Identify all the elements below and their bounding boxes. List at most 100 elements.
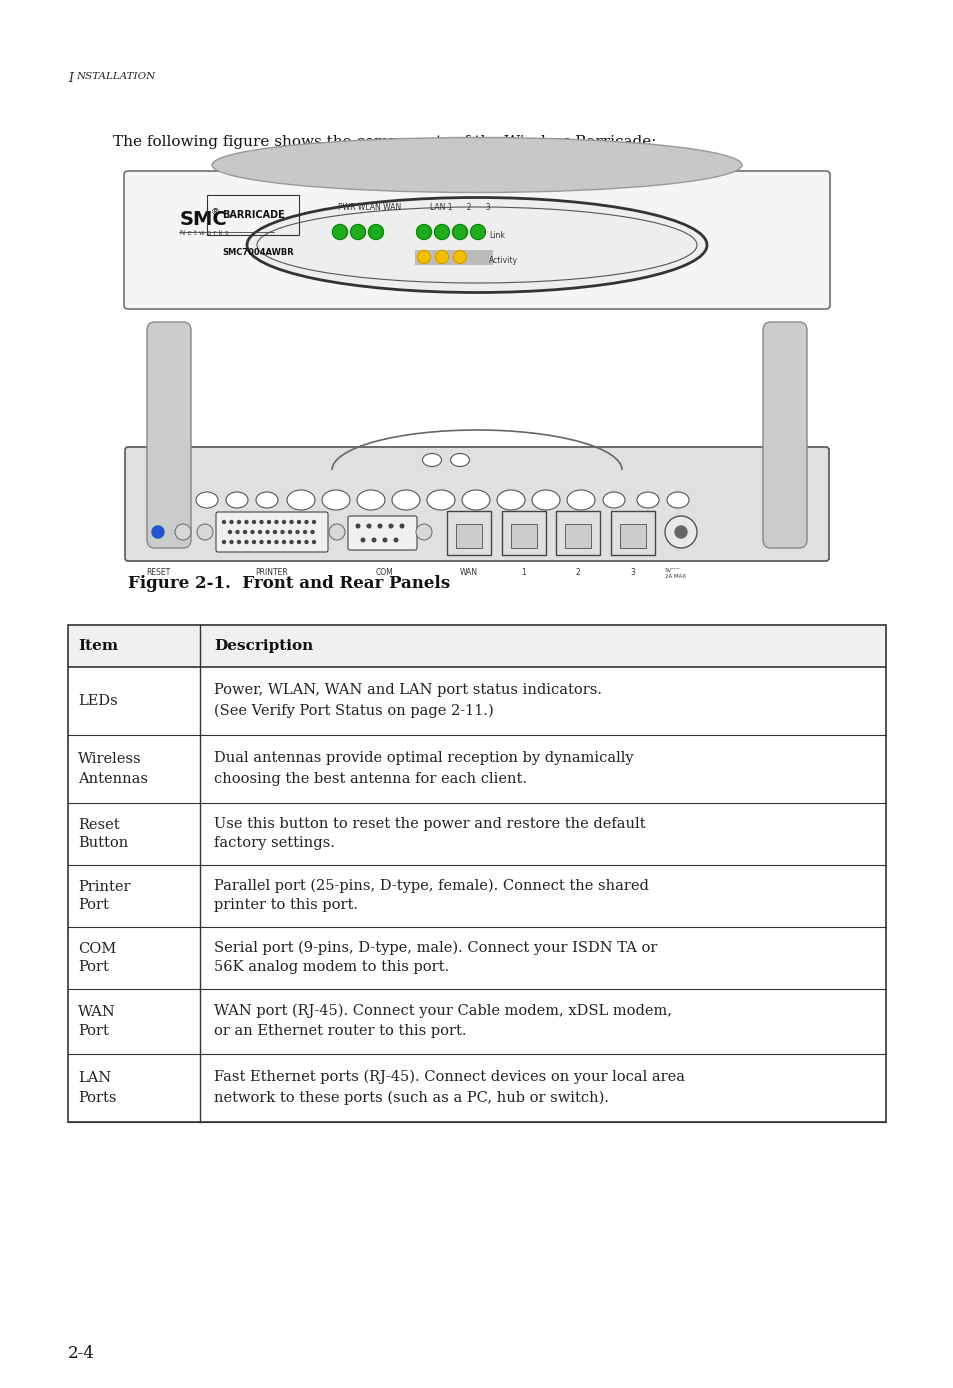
Ellipse shape: [322, 490, 350, 509]
Circle shape: [251, 530, 253, 533]
Ellipse shape: [195, 491, 218, 508]
Circle shape: [274, 530, 276, 533]
Circle shape: [664, 516, 697, 548]
Circle shape: [416, 225, 431, 240]
Text: printer to this port.: printer to this port.: [213, 898, 357, 912]
Circle shape: [282, 520, 285, 523]
Circle shape: [266, 530, 269, 533]
Circle shape: [453, 250, 466, 264]
Text: LAN: LAN: [78, 1072, 112, 1085]
Text: BARRICADE: BARRICADE: [222, 210, 284, 221]
Circle shape: [305, 540, 308, 544]
FancyBboxPatch shape: [124, 171, 829, 310]
Ellipse shape: [450, 454, 469, 466]
Text: (See Verify Port Status on page 2-11.): (See Verify Port Status on page 2-11.): [213, 704, 494, 719]
FancyBboxPatch shape: [125, 447, 828, 561]
Text: factory settings.: factory settings.: [213, 837, 335, 851]
Bar: [456, 525, 481, 548]
Circle shape: [253, 540, 255, 544]
Ellipse shape: [255, 491, 277, 508]
Ellipse shape: [247, 197, 706, 293]
Ellipse shape: [602, 491, 624, 508]
Ellipse shape: [356, 490, 385, 509]
Bar: [610, 511, 655, 555]
Bar: [68, 625, 885, 1122]
Circle shape: [237, 540, 240, 544]
Text: Parallel port (25-pins, D-type, female). Connect the shared: Parallel port (25-pins, D-type, female).…: [213, 879, 648, 894]
Text: Serial port (9-pins, D-type, male). Connect your ISDN TA or: Serial port (9-pins, D-type, male). Conn…: [213, 941, 657, 955]
Circle shape: [311, 530, 314, 533]
Text: Description: Description: [213, 638, 313, 652]
Bar: [564, 525, 590, 548]
Text: WAN: WAN: [78, 1005, 115, 1019]
Text: 3: 3: [630, 568, 635, 577]
Circle shape: [389, 525, 393, 527]
Text: Item: Item: [78, 638, 118, 652]
Text: LEDs: LEDs: [78, 694, 117, 708]
Text: Activity: Activity: [489, 255, 517, 265]
Circle shape: [367, 525, 371, 527]
Bar: [415, 250, 493, 265]
Circle shape: [303, 530, 306, 533]
Text: Button: Button: [78, 837, 128, 851]
Text: SMC: SMC: [180, 210, 228, 229]
Circle shape: [260, 520, 263, 523]
Ellipse shape: [392, 490, 419, 509]
Text: Dual antennas provide optimal reception by dynamically: Dual antennas provide optimal reception …: [213, 751, 633, 765]
Circle shape: [295, 530, 298, 533]
Ellipse shape: [461, 490, 490, 509]
Circle shape: [368, 225, 383, 240]
Text: Power, WLAN, WAN and LAN port status indicators.: Power, WLAN, WAN and LAN port status ind…: [213, 683, 601, 697]
Circle shape: [243, 530, 246, 533]
Circle shape: [452, 225, 467, 240]
Circle shape: [245, 520, 248, 523]
Text: Figure 2-1.  Front and Rear Panels: Figure 2-1. Front and Rear Panels: [128, 575, 450, 593]
Text: WAN port (RJ-45). Connect your Cable modem, xDSL modem,: WAN port (RJ-45). Connect your Cable mod…: [213, 1004, 671, 1019]
Circle shape: [152, 526, 164, 539]
Circle shape: [297, 520, 300, 523]
Circle shape: [333, 225, 347, 240]
Circle shape: [245, 540, 248, 544]
FancyBboxPatch shape: [762, 322, 806, 548]
Circle shape: [329, 525, 345, 540]
Text: Port: Port: [78, 960, 109, 974]
Circle shape: [196, 525, 213, 540]
Circle shape: [372, 539, 375, 541]
Circle shape: [313, 520, 315, 523]
Bar: [447, 511, 491, 555]
Circle shape: [416, 525, 432, 540]
Text: The following figure shows the components of the Wireless Barricade:: The following figure shows the component…: [112, 135, 656, 149]
Circle shape: [313, 540, 315, 544]
Circle shape: [174, 525, 191, 540]
Text: network to these ports (such as a PC, hub or switch).: network to these ports (such as a PC, hu…: [213, 1091, 608, 1105]
Circle shape: [274, 520, 277, 523]
Bar: [511, 525, 537, 548]
Circle shape: [290, 540, 293, 544]
Circle shape: [350, 225, 365, 240]
Text: 1: 1: [521, 568, 526, 577]
Circle shape: [230, 540, 233, 544]
Circle shape: [267, 520, 271, 523]
Circle shape: [258, 530, 261, 533]
Circle shape: [288, 530, 292, 533]
Circle shape: [274, 540, 277, 544]
Circle shape: [297, 540, 300, 544]
Text: choosing the best antenna for each client.: choosing the best antenna for each clien…: [213, 772, 526, 786]
Circle shape: [281, 530, 284, 533]
Ellipse shape: [637, 491, 659, 508]
Text: or an Ethernet router to this port.: or an Ethernet router to this port.: [213, 1024, 466, 1038]
Circle shape: [230, 520, 233, 523]
Text: COM: COM: [375, 568, 394, 577]
Bar: [68, 625, 885, 668]
Text: Port: Port: [78, 1024, 109, 1038]
Text: N e t w o r k s: N e t w o r k s: [180, 230, 229, 236]
Circle shape: [417, 250, 430, 264]
Ellipse shape: [422, 454, 441, 466]
Circle shape: [229, 530, 232, 533]
Text: Link: Link: [489, 230, 504, 240]
Circle shape: [383, 539, 386, 541]
Circle shape: [235, 530, 239, 533]
Text: Fast Ethernet ports (RJ-45). Connect devices on your local area: Fast Ethernet ports (RJ-45). Connect dev…: [213, 1070, 684, 1084]
Text: RESET: RESET: [146, 568, 170, 577]
Text: Antennas: Antennas: [78, 772, 148, 786]
